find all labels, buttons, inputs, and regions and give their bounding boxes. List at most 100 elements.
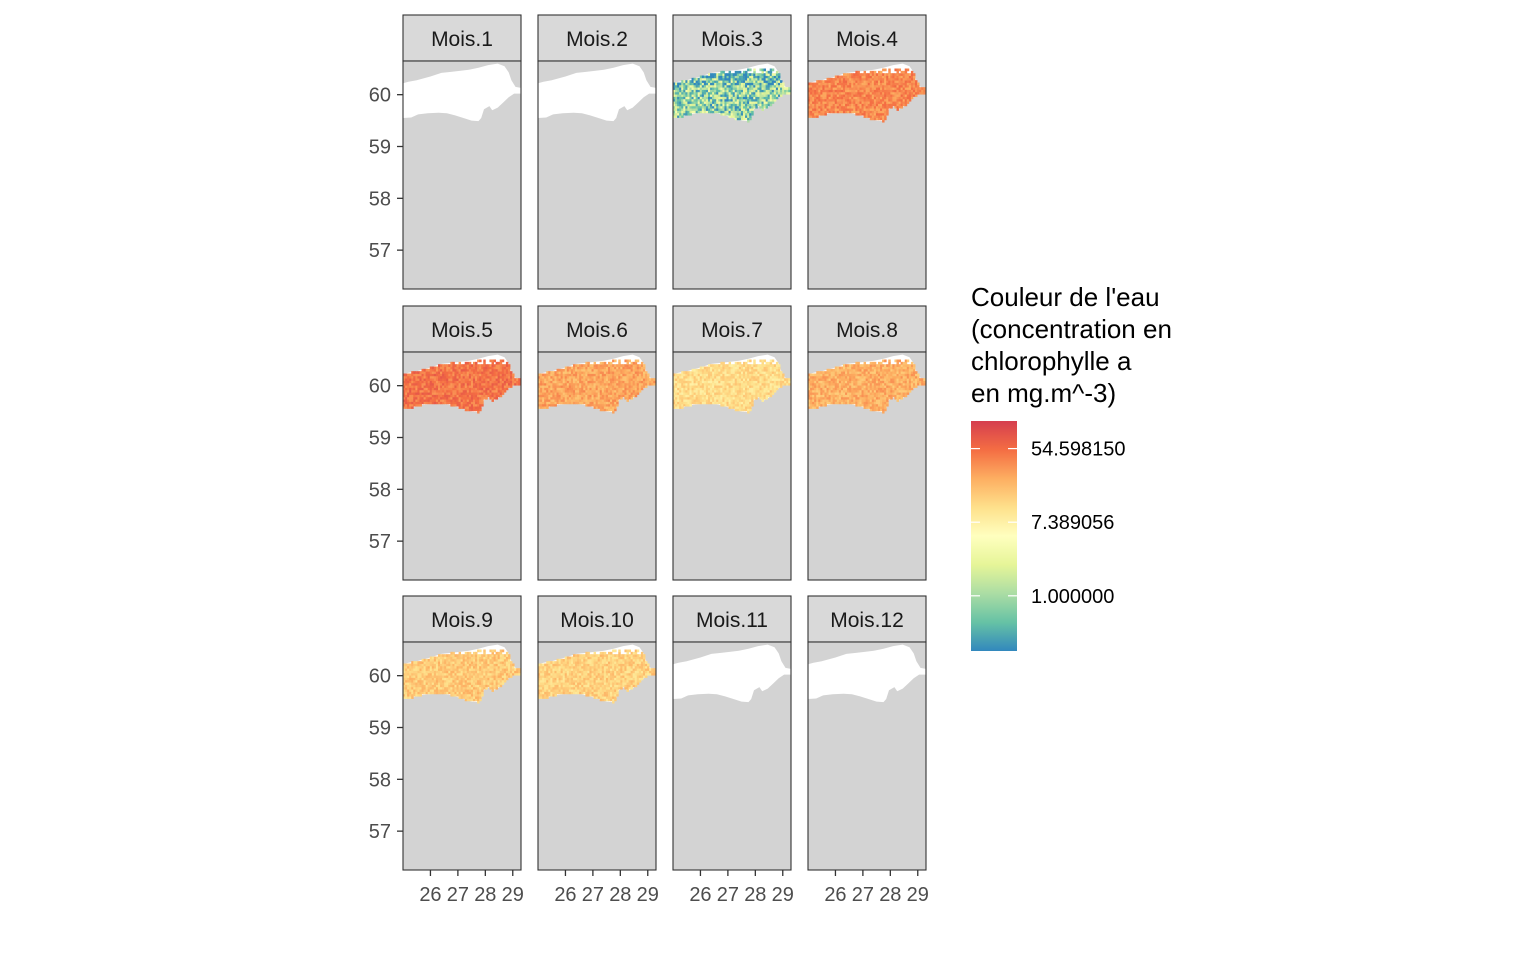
raster-cell bbox=[820, 394, 823, 398]
raster-cell bbox=[718, 389, 721, 393]
raster-cell bbox=[630, 380, 634, 384]
raster-cell bbox=[546, 373, 549, 377]
raster-cell bbox=[849, 91, 852, 95]
raster-cell bbox=[579, 399, 582, 402]
raster-cell bbox=[777, 375, 781, 379]
raster-cell bbox=[614, 403, 617, 407]
raster-cell bbox=[838, 91, 842, 95]
raster-cell bbox=[679, 396, 682, 400]
raster-cell bbox=[857, 375, 860, 379]
raster-cell bbox=[568, 368, 572, 372]
raster-cell bbox=[859, 91, 862, 95]
raster-cell bbox=[728, 89, 732, 93]
raster-cell bbox=[738, 406, 742, 409]
raster-cell bbox=[468, 373, 472, 377]
raster-cell bbox=[683, 394, 686, 398]
raster-cell bbox=[483, 385, 486, 388]
raster-cell bbox=[726, 392, 729, 395]
raster-cell bbox=[589, 396, 592, 400]
raster-cell bbox=[579, 392, 582, 395]
raster-cell bbox=[749, 96, 752, 100]
raster-cell bbox=[550, 389, 553, 393]
raster-cell bbox=[560, 371, 564, 374]
raster-cell bbox=[423, 371, 427, 374]
raster-cell bbox=[554, 399, 557, 402]
raster-cell bbox=[761, 364, 764, 367]
raster-cell bbox=[468, 389, 472, 393]
raster-cell bbox=[705, 80, 709, 83]
raster-cell bbox=[475, 389, 478, 393]
raster-cell bbox=[417, 401, 420, 405]
raster-cell bbox=[742, 98, 746, 102]
raster-cell bbox=[468, 371, 472, 374]
raster-cell bbox=[875, 110, 879, 114]
raster-cell bbox=[624, 368, 627, 372]
raster-cell bbox=[855, 396, 858, 400]
raster-cell bbox=[695, 371, 699, 374]
raster-cell bbox=[570, 401, 574, 405]
raster-cell bbox=[564, 375, 568, 379]
raster-cell bbox=[705, 392, 709, 395]
raster-cell bbox=[716, 368, 719, 372]
raster-cell bbox=[722, 396, 725, 400]
raster-cell bbox=[409, 399, 412, 402]
raster-cell bbox=[888, 103, 891, 107]
raster-cell bbox=[450, 380, 453, 384]
raster-cell bbox=[405, 403, 408, 407]
raster-cell bbox=[771, 77, 775, 81]
raster-cell bbox=[894, 73, 897, 76]
raster-cell bbox=[906, 94, 910, 97]
raster-cell bbox=[880, 75, 883, 79]
raster-cell bbox=[632, 378, 636, 381]
raster-cell bbox=[437, 394, 441, 398]
raster-cell bbox=[767, 380, 771, 384]
raster-cell bbox=[612, 392, 615, 395]
raster-cell bbox=[877, 87, 881, 90]
raster-cell bbox=[842, 103, 846, 107]
raster-cell bbox=[767, 91, 771, 95]
raster-cell bbox=[732, 394, 736, 398]
raster-cell bbox=[847, 94, 850, 97]
raster-cell bbox=[444, 375, 447, 379]
raster-cell bbox=[450, 396, 453, 400]
raster-cell bbox=[740, 89, 744, 93]
raster-cell bbox=[828, 396, 832, 400]
raster-cell bbox=[894, 75, 897, 79]
raster-cell bbox=[857, 112, 860, 116]
raster-cell bbox=[814, 89, 817, 93]
raster-cell bbox=[550, 371, 553, 374]
raster-cell bbox=[738, 108, 742, 111]
raster-cell bbox=[464, 408, 468, 412]
raster-cell bbox=[714, 380, 717, 384]
raster-cell bbox=[836, 80, 840, 83]
raster-cell bbox=[683, 387, 686, 391]
raster-cell bbox=[749, 406, 752, 409]
raster-cell bbox=[814, 375, 817, 379]
raster-cell bbox=[900, 89, 904, 93]
raster-cell bbox=[742, 105, 746, 109]
raster-cell bbox=[495, 361, 499, 365]
raster-cell bbox=[755, 380, 758, 384]
raster-cell bbox=[745, 82, 748, 86]
raster-cell bbox=[599, 375, 603, 379]
raster-cell bbox=[689, 87, 692, 90]
raster-cell bbox=[624, 375, 627, 379]
raster-cell bbox=[730, 103, 734, 107]
raster-cell bbox=[440, 373, 443, 377]
raster-cell bbox=[890, 105, 893, 109]
raster-cell bbox=[751, 380, 754, 384]
raster-cell bbox=[842, 73, 846, 76]
raster-cell bbox=[769, 378, 773, 381]
raster-cell bbox=[691, 80, 694, 83]
raster-cell bbox=[581, 399, 584, 402]
raster-cell bbox=[763, 80, 767, 83]
raster-cell bbox=[493, 385, 497, 388]
raster-cell bbox=[710, 96, 713, 100]
raster-cell bbox=[808, 94, 811, 97]
raster-cell bbox=[587, 364, 590, 367]
raster-cell bbox=[427, 380, 431, 384]
raster-cell bbox=[718, 108, 721, 111]
raster-cell bbox=[581, 396, 584, 400]
raster-cell bbox=[540, 401, 543, 405]
raster-cell bbox=[808, 115, 811, 118]
